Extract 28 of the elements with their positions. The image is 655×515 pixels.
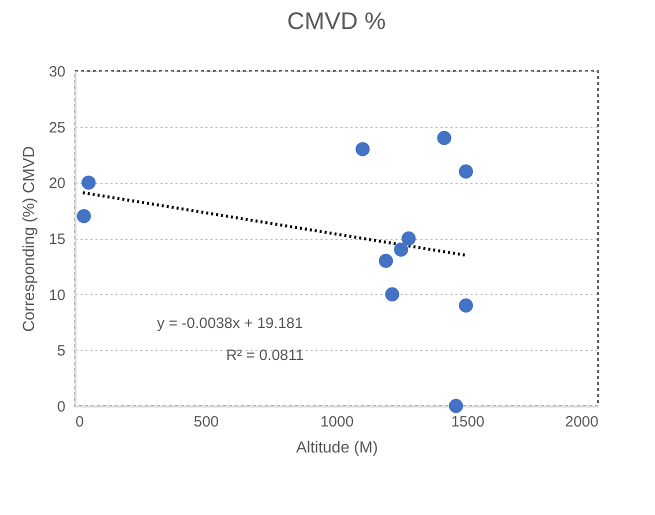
x-tick-label: 1500 <box>451 414 484 430</box>
point <box>448 398 464 414</box>
point <box>356 142 370 156</box>
point <box>378 254 393 268</box>
y-axis-title: Corresponding (%) CMVD <box>20 146 38 332</box>
point <box>394 242 408 257</box>
y-tick-label: 5 <box>57 342 66 360</box>
x-axis-title: Altitude (M) <box>296 440 378 456</box>
annotation: y = -0.0038x + 19.181 <box>157 315 303 332</box>
y-tick-label: 15 <box>48 231 66 248</box>
y-tick-label: 25 <box>48 119 66 136</box>
chart-title: CMVD % <box>287 8 386 35</box>
point <box>437 130 452 146</box>
point <box>76 209 91 224</box>
point <box>385 287 400 302</box>
point <box>458 164 474 179</box>
point <box>402 231 416 246</box>
y-tick-label: 20 <box>48 175 66 192</box>
x-tick-label: 500 <box>194 414 219 430</box>
x-tick-label: 0 <box>76 414 84 430</box>
x-tick-label: 1000 <box>320 414 354 430</box>
point <box>82 176 96 190</box>
y-tick-label: 30 <box>48 64 66 80</box>
y-tick-label: 10 <box>48 286 66 304</box>
x-tick-label: 2000 <box>565 414 598 430</box>
y-tick-label: 0 <box>57 398 66 416</box>
point <box>458 298 474 313</box>
annotation: R² = 0.0811 <box>226 347 304 364</box>
